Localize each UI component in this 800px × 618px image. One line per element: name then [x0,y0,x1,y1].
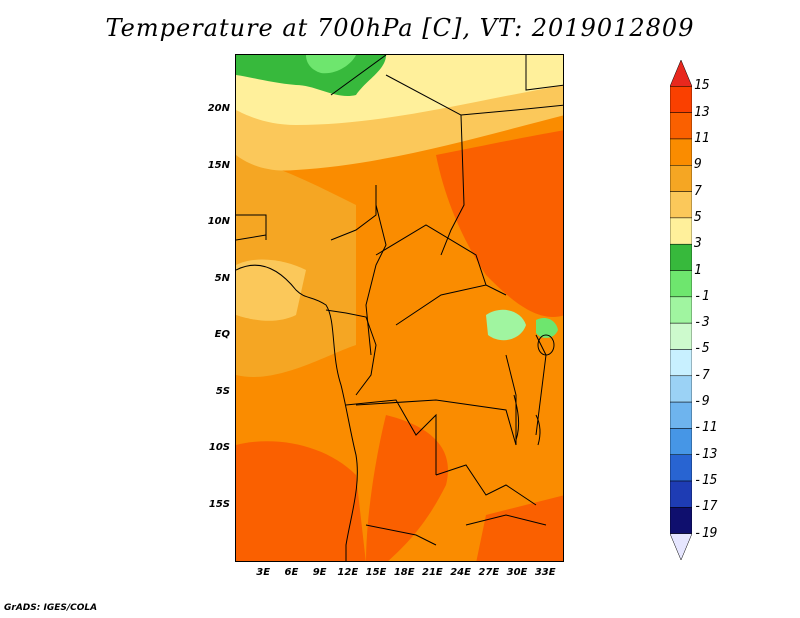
colorbar-segment [670,243,692,271]
footer-credit: GrADS: IGES/COLA [4,603,98,613]
colorbar-label: -1 [694,288,710,304]
colorbar-label: -11 [694,420,718,436]
lat-tick-label: 5N [214,272,230,284]
colorbar-segment [670,454,692,482]
colorbar-segment [670,60,692,87]
colorbar-label: -15 [694,473,718,489]
green-patch [236,55,386,97]
cool-patch-2 [536,318,558,338]
colorbar-segment [670,322,692,350]
colorbar-label: 1 [694,262,702,278]
lat-tick-label: EQ [214,329,230,341]
colorbar-segment [670,112,692,140]
green-light-patch [306,55,356,74]
colorbar-segment [670,165,692,192]
colorbar [670,60,692,560]
hot-east [436,130,563,317]
colorbar-label: -19 [694,525,718,541]
colorbar-segment [670,270,692,298]
colorbar-segment [670,507,692,534]
colorbar-label: 5 [694,209,702,225]
colorbar-label: 3 [694,236,702,252]
temperature-map [236,55,563,561]
colorbar-segment [670,401,692,429]
colorbar-segment [670,428,692,455]
lon-tick-label: 3E [256,567,271,578]
lat-tick-label: 10S [208,442,230,454]
colorbar-segment [670,349,692,377]
colorbar-label: -7 [694,367,710,383]
lon-tick-label: 21E [422,567,443,578]
map-panel [235,54,564,562]
colorbar-label: -5 [694,341,710,357]
lon-tick-label: 24E [450,567,471,578]
colorbar-segment [670,375,692,403]
lat-tick-label: 10N [207,216,230,228]
colorbar-label: -9 [694,394,710,410]
lon-tick-label: 15E [365,567,387,578]
lat-tick-label: 15N [207,159,230,171]
colorbar-segment [670,138,692,166]
borders [236,55,563,561]
lon-tick-label: 12E [337,567,359,578]
colorbar-label: -13 [694,446,718,462]
lon-tick-label: 33E [534,567,556,578]
chart-title: Temperature at 700hPa [C], VT: 201901280… [105,14,695,42]
colorbar-segment [670,480,692,508]
lat-tick-label: 20N [207,103,230,115]
colorbar-label: -3 [694,315,710,331]
hot-south-center [366,415,448,561]
colorbar-label: 11 [694,130,710,146]
colorbar-segment [670,296,692,324]
lon-tick-label: 18E [393,567,415,578]
lat-tick-label: 5S [215,385,230,397]
colorbar-segment [670,217,692,245]
colorbar-label: -17 [694,499,718,515]
colorbar-segment [670,86,692,113]
cool-patch-1 [486,309,526,341]
colorbar-label: 13 [694,104,710,120]
lat-tick-label: 15S [208,498,230,510]
colorbar-segment [670,533,692,560]
lon-tick-label: 6E [284,567,299,578]
colorbar-segment [670,191,692,219]
colorbar-label: 15 [694,78,710,94]
colorbar-label: 9 [694,157,702,173]
hot-south [236,441,366,561]
lakes [513,334,555,446]
lon-tick-label: 9E [312,567,327,578]
lon-tick-label: 27E [478,567,500,578]
lon-tick-label: 30E [506,567,528,578]
hot-south-east [476,495,563,561]
colorbar-label: 7 [694,183,702,199]
band-west-light [236,259,306,321]
